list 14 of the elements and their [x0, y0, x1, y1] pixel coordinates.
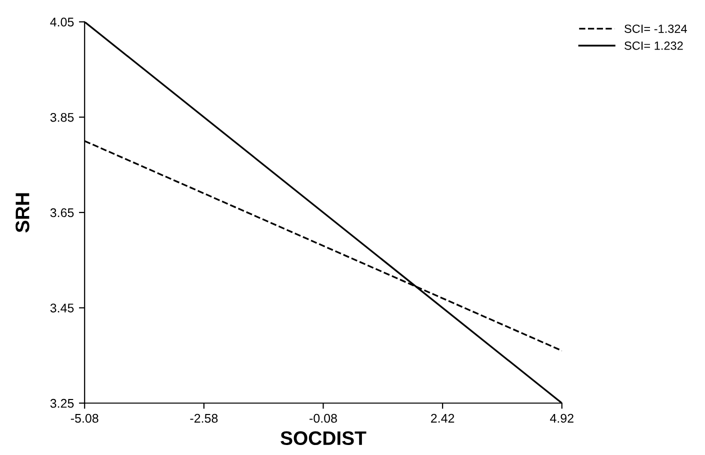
- y-axis-title: SRH: [16, 193, 30, 232]
- y-tick-label: 3.25: [50, 398, 74, 408]
- y-tick-label: 3.45: [50, 304, 74, 312]
- x-axis-title: SOCDIST: [280, 431, 366, 446]
- y-tick-label: 3.65: [50, 208, 74, 218]
- x-tick-label: -2.58: [190, 414, 218, 423]
- y-tick-label: 4.05: [50, 18, 74, 26]
- x-tick-label: -0.08: [310, 414, 337, 423]
- x-tick-label: 2.42: [431, 414, 454, 423]
- legend-label: SCI= 1.232: [624, 41, 683, 50]
- x-tick-label: -5.08: [70, 414, 98, 423]
- x-tick-label: 4.92: [550, 414, 574, 423]
- y-tick-label: 3.85: [50, 112, 74, 122]
- legend-label: SCI= -1.324: [624, 24, 687, 33]
